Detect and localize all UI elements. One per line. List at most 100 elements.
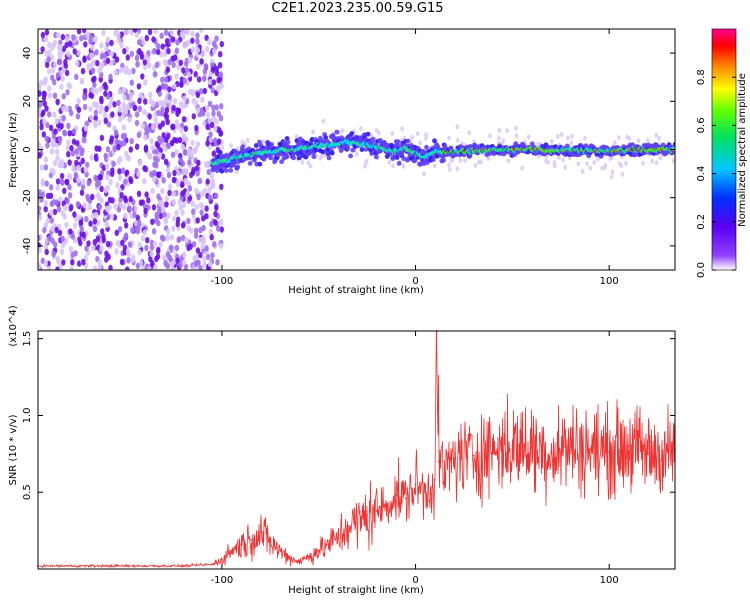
spectrogram-cell [138,199,144,206]
spectrogram-cell [206,168,211,176]
snr-data-point [182,565,185,567]
spectrogram-cell [559,132,564,137]
spectrogram-cell [146,126,152,134]
spectrogram-cell [202,261,207,268]
spectrogram-cell [170,261,175,268]
spectrogram-cell [86,240,91,247]
spectrogram-cell [152,241,158,248]
spectrogram-cell [159,234,165,241]
spectrogram-cell [136,131,142,139]
spectrogram-cell [365,131,371,137]
spectrogram-cell [125,54,130,61]
snr-data-point [608,451,611,454]
spectrogram-cell [53,128,58,135]
spectrogram-cell [569,140,574,146]
spectrogram-cell [456,137,460,143]
spectrogram-cell [143,207,148,215]
spectrogram-cell [126,257,131,264]
spectrogram-cell [109,50,114,58]
spectrogram-cell [78,219,84,226]
snr-data-point [66,565,68,567]
y-tick-label: 0.5 [22,484,33,500]
spectrogram-cell [123,178,128,185]
spectrogram-cell [240,139,245,145]
spectrogram-cell [62,213,67,220]
spectrogram-cell [205,123,210,131]
spectrogram-cell [218,51,223,58]
spectrogram-cell [210,121,215,129]
spectrogram-cell [467,130,472,136]
spectrogram-cell [390,131,395,136]
spectrogram-cell [176,169,181,177]
colorbar-tick-label: 0.8 [696,69,707,85]
spectrogram-cell [51,199,57,206]
spectrogram-cell [97,264,102,270]
spectrogram-cell [514,133,519,139]
spectrogram-cell [596,156,600,162]
spectrogram-cell [122,94,127,101]
spectrogram-cell [140,122,146,130]
spectrogram-cell [168,244,174,251]
spectrogram-cell [178,59,183,66]
spectrogram-cell [48,192,54,199]
spectrogram-cell [147,29,153,36]
spectrogram-cell [49,167,55,174]
spectrogram-cell [617,135,621,140]
spectrogram-cell [50,141,56,148]
spectrogram-cell [148,153,153,160]
spectrogram-cell [43,200,48,207]
spectrogram-cell [205,111,211,119]
spectrogram-cell [64,178,69,186]
spectrogram-cell [166,142,171,150]
spectrogram-cell [55,155,60,162]
spectrogram-cell [83,166,89,173]
x-tick-label: 100 [600,575,619,586]
spectrogram-cell [174,209,179,217]
spectrogram-cell [245,137,250,143]
spectrogram-cell [150,187,155,195]
spectrogram-cell [187,185,193,192]
spectrogram-cell [117,106,123,113]
spectrogram-cell [175,123,181,130]
spectrogram-cell [170,36,176,43]
spectrogram-cell [147,62,152,69]
spectrogram-cell [129,50,134,58]
spectrogram-cell [71,165,76,172]
spectrogram-cell [166,48,171,55]
spectrogram-cell [100,228,105,235]
spectrogram-cell [177,136,183,144]
spectrogram-cell [178,157,184,164]
spectrogram-cell [117,174,123,181]
spectrogram-cell [68,228,73,235]
spectrogram-cell [235,169,239,175]
spectrogram-cell [552,160,557,166]
spectrogram-cell [157,207,162,214]
spectrogram-cell [149,250,154,258]
spectrogram-cell [108,73,113,81]
snr-data-point [298,560,301,563]
spectrogram-cell [178,100,184,108]
spectrogram-cell [205,253,211,260]
spectrogram-cell [68,246,74,253]
spectrogram-cell [154,61,160,68]
spectrogram-cell [556,133,560,139]
spectrogram-cell [84,215,89,223]
spectrogram-cell [486,155,491,161]
spectrogram-cell [149,137,154,145]
spectrogram-cell [92,265,98,270]
spectrogram-cell [441,157,446,163]
spectrogram-cell [187,159,192,166]
spectrogram-cell [129,138,134,145]
spectrogram-cell [141,39,146,46]
spectrogram-cell [321,118,326,124]
spectrogram-cell [424,135,428,141]
spectrogram-cell [146,197,151,204]
spectrogram-x-axis: -100 0 100 [211,29,619,287]
spectrogram-cell [97,259,102,266]
spectrogram-cell [422,171,426,177]
spectrogram-cell [183,177,188,185]
spectrogram-cell [583,135,587,141]
spectrogram-cell [174,149,179,156]
spectrogram-cell [199,58,204,65]
spectrogram-cell [68,204,74,211]
